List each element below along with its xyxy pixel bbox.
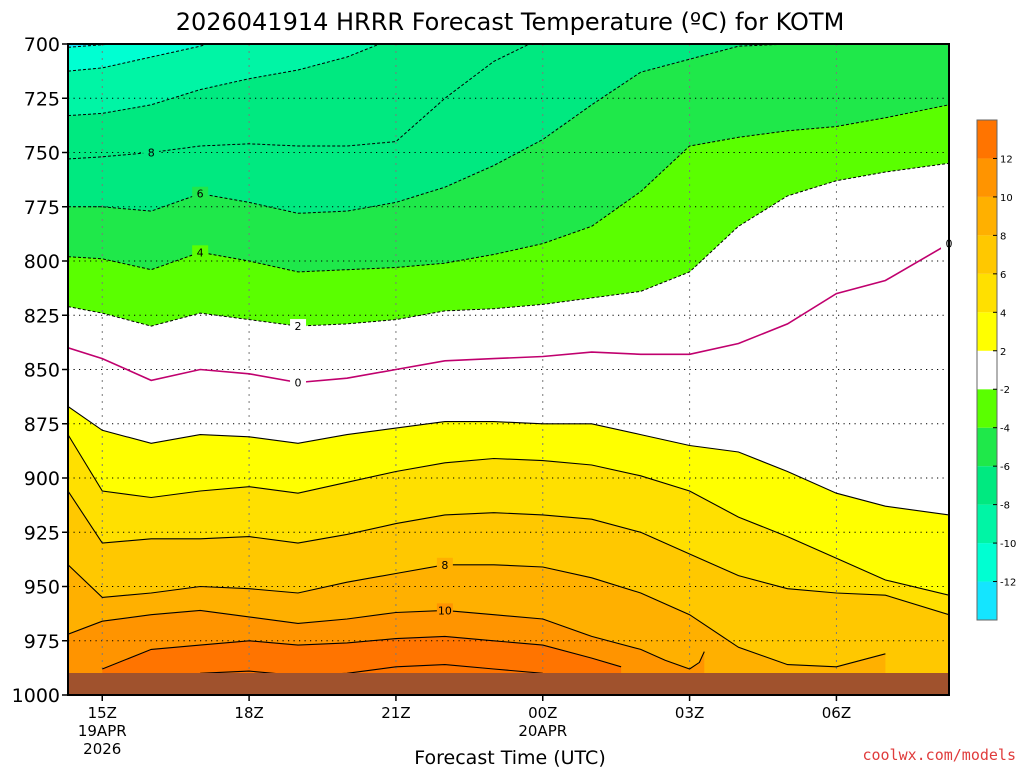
colorbar-label-10: 10: [1000, 193, 1013, 204]
colorbar-swatch-3: [977, 466, 997, 505]
isotherm--6-4: [68, 44, 792, 214]
colorbar-label-1: -10: [1000, 539, 1016, 550]
isotherm-2-8: [68, 405, 949, 516]
colorbar-label-3: -6: [1000, 462, 1010, 473]
x-axis-label: Forecast Time (UTC): [414, 747, 605, 768]
x-tick-date-15Z: 19APR: [78, 722, 127, 740]
colorbar-swatch-0: [977, 581, 997, 620]
plot-area: [68, 44, 949, 695]
isotherm-8-11: [68, 564, 886, 668]
colorbar-frame: [976, 119, 998, 621]
isotherm-label-8-a: 8: [441, 559, 448, 572]
x-tick-label-03Z: 03Z: [675, 704, 704, 722]
surface-ground: [68, 673, 949, 695]
isotherm-label-bg: [192, 245, 209, 259]
isotherm-12-13: [102, 635, 622, 670]
colorbar-swatch-5: [977, 389, 997, 428]
colorbar-label-6: 2: [1000, 347, 1006, 358]
x-tick-year-15Z: 2026: [83, 740, 121, 758]
colorbar-swatch-12: [977, 120, 997, 159]
colorbar-label-8: 6: [1000, 270, 1006, 281]
colorbar-swatch-10: [977, 196, 997, 236]
isotherm-14-14: [200, 664, 543, 677]
isotherm-label-bg: [436, 603, 453, 617]
y-tick-label-850: 850: [24, 360, 60, 382]
isotherm-label-bg: [290, 319, 307, 333]
isotherm-label--6-a: 6: [197, 188, 204, 201]
y-tick-label-725: 725: [24, 88, 60, 110]
isotherm-label-0-a: 0: [295, 377, 302, 390]
colorbar-label-5: -2: [1000, 385, 1010, 396]
y-tick-label-700: 700: [24, 34, 60, 56]
colorbar-label-4: -4: [1000, 424, 1010, 435]
colorbar-label-11: 12: [1000, 154, 1013, 165]
isotherm-0-7: [68, 242, 949, 384]
colorbar-swatch-4: [977, 427, 997, 467]
isotherm--8-2: [68, 44, 381, 117]
colorbar-swatch-2: [977, 504, 997, 544]
isotherm-label--8-a: 8: [148, 147, 155, 160]
colorbar-swatch-8: [977, 273, 997, 313]
isotherm-label-bg: [290, 375, 307, 389]
colorbar-label-9: 8: [1000, 231, 1006, 242]
x-tick-label-21Z: 21Z: [381, 704, 410, 722]
isotherm-label-10-a: 10: [438, 604, 452, 617]
isotherm-label--4-a: 4: [197, 246, 204, 259]
isotherm--10-1: [68, 44, 208, 72]
isotherm-label-bg: [192, 186, 209, 200]
credit-link[interactable]: coolwx.com/models: [862, 746, 1016, 764]
isotherm--2-6: [68, 162, 949, 327]
y-tick-label-825: 825: [24, 305, 60, 327]
grid-lines: [68, 44, 949, 695]
isotherm-6-10: [68, 490, 949, 616]
y-tick-label-750: 750: [24, 143, 60, 165]
isotherm-label-bg: [143, 145, 160, 159]
colorbar-swatch-1: [977, 543, 997, 582]
x-tick-label-06Z: 06Z: [822, 704, 851, 722]
x-tick-date-00Z: 20APR: [518, 722, 567, 740]
pressure-axis: 700 725 750 775 800 825 850 875 900 925 950 975 1000: [12, 34, 68, 707]
y-tick-label-875: 875: [24, 414, 60, 436]
y-tick-label-775: 775: [24, 197, 60, 219]
colorbar-swatch-9: [977, 235, 997, 274]
colorbar-label-2: -8: [1000, 501, 1010, 512]
y-tick-label-1000: 1000: [12, 685, 60, 707]
colorbar-swatch-6: [977, 350, 997, 390]
y-tick-label-950: 950: [24, 577, 60, 599]
colorbar-swatch-7: [977, 312, 997, 351]
isotherm-label-bg: [436, 557, 453, 571]
y-tick-label-900: 900: [24, 468, 60, 490]
x-tick-label-15Z: 15Z: [88, 704, 117, 722]
isotherm-label--2-a: 2: [295, 320, 302, 333]
y-tick-label-975: 975: [24, 631, 60, 653]
colorbar-legend: -12 -10 -8 -6 -4 -2 2 4 6 8 10 12: [976, 119, 1016, 621]
colorbar-swatch-11: [977, 158, 997, 197]
chart-title: 2026041914 HRRR Forecast Temperature (ºC…: [176, 8, 845, 36]
x-tick-label-18Z: 18Z: [234, 704, 263, 722]
x-tick-label-00Z: 00Z: [528, 704, 557, 722]
y-tick-label-925: 925: [24, 522, 60, 544]
colorbar-label-0: -12: [1000, 578, 1016, 589]
isotherm-4-9: [68, 434, 949, 596]
y-tick-label-800: 800: [24, 251, 60, 273]
isotherm--8-3: [68, 44, 531, 160]
colorbar-label-7: 4: [1000, 308, 1006, 319]
